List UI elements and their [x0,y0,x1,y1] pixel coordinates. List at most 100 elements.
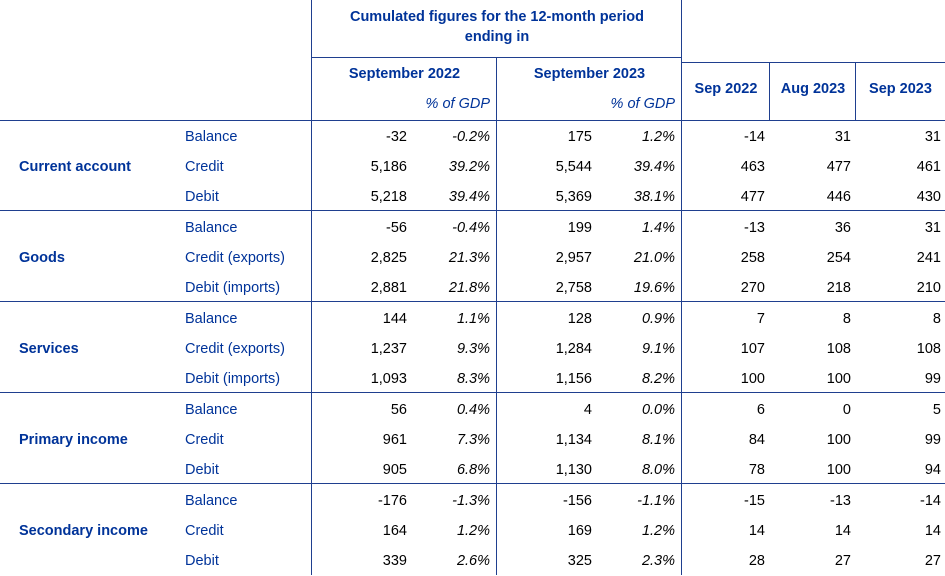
pct-gdp-sep2023: 8.0% [641,462,675,478]
pct-gdp-sep2022: 0.4% [456,402,490,418]
row-label: Balance [185,220,238,236]
value-sep2023: 2,957 [555,250,592,266]
column-divider [681,120,682,575]
value-sep2023: 5,369 [555,189,592,205]
value-month-aug2023: 31 [834,129,851,145]
group-separator [0,120,945,121]
value-sep2022: 905 [382,462,407,478]
value-month-sep2023: 461 [916,159,941,175]
value-sep2023: 169 [567,523,592,539]
group-separator [0,301,945,302]
group-separator [0,210,945,211]
header-divider [496,57,497,120]
table-row: Debit 339 2.6% 325 2.3% 28 27 27 [0,546,945,576]
value-month-aug2023: 14 [834,523,851,539]
pct-gdp-label-1: % of GDP [425,96,490,112]
value-month-aug2023: 446 [826,189,851,205]
value-sep2023: 325 [567,553,592,569]
value-month-sep2022: -13 [744,220,765,236]
row-label: Credit [185,523,224,539]
value-sep2023: 5,544 [555,159,592,175]
value-month-aug2023: 477 [826,159,851,175]
row-label: Balance [185,493,238,509]
row-label: Balance [185,402,238,418]
pct-gdp-sep2022: 1.1% [456,311,490,327]
value-month-sep2022: 270 [740,280,765,296]
value-sep2022: -32 [386,129,407,145]
group-name: Goods [19,250,65,266]
table-row: Balance -56 -0.4% 199 1.4% -13 36 31 [0,213,945,243]
row-label: Credit (exports) [185,250,285,266]
value-month-aug2023: 100 [826,462,851,478]
pct-gdp-sep2022: 7.3% [456,432,490,448]
value-month-aug2023: 27 [834,553,851,569]
value-month-sep2023: 31 [924,129,941,145]
value-sep2023: 175 [567,129,592,145]
table-row: Credit 164 1.2% 169 1.2% 14 14 14 [0,516,945,546]
value-sep2023: 199 [567,220,592,236]
group-name: Current account [19,159,131,175]
column-divider [311,120,312,575]
value-month-sep2023: 99 [924,432,941,448]
value-month-sep2023: 241 [916,250,941,266]
cumulated-header-line1: Cumulated figures for the 12-month perio… [349,9,645,25]
pct-gdp-sep2023: 0.0% [641,402,675,418]
value-month-aug2023: 0 [842,402,851,418]
pct-gdp-sep2023: 9.1% [641,341,675,357]
value-month-sep2022: -14 [744,129,765,145]
table-row: Balance 144 1.1% 128 0.9% 7 8 8 [0,304,945,334]
pct-gdp-sep2023: 1.2% [641,129,675,145]
value-sep2022: 144 [382,311,407,327]
value-month-sep2022: 84 [748,432,765,448]
value-month-sep2022: 28 [748,553,765,569]
row-label: Credit [185,159,224,175]
pct-gdp-sep2022: 39.4% [448,189,490,205]
pct-gdp-sep2022: 6.8% [456,462,490,478]
header-divider [855,62,856,120]
value-month-sep2023: 99 [924,371,941,387]
value-sep2022: 2,881 [370,280,407,296]
row-label: Debit [185,553,219,569]
group-name: Services [19,341,79,357]
pct-gdp-sep2023: 8.1% [641,432,675,448]
value-month-aug2023: 218 [826,280,851,296]
value-sep2023: 2,758 [555,280,592,296]
pct-gdp-sep2023: 1.2% [641,523,675,539]
pct-gdp-sep2022: 8.3% [456,371,490,387]
row-label: Balance [185,311,238,327]
value-sep2022: 56 [390,402,407,418]
table-row: Balance 56 0.4% 4 0.0% 6 0 5 [0,395,945,425]
pct-gdp-sep2023: -1.1% [637,493,675,509]
value-month-sep2022: 477 [740,189,765,205]
value-sep2023: 1,284 [555,341,592,357]
table-row: Credit 5,186 39.2% 5,544 39.4% 463 477 461 [0,152,945,182]
value-month-aug2023: 100 [826,432,851,448]
value-month-sep2022: 463 [740,159,765,175]
pct-gdp-sep2023: 0.9% [641,311,675,327]
value-month-sep2022: 258 [740,250,765,266]
value-sep2022: 1,237 [370,341,407,357]
table-row: Credit 961 7.3% 1,134 8.1% 84 100 99 [0,425,945,455]
value-sep2022: -176 [377,493,407,509]
value-sep2022: 961 [382,432,407,448]
header-divider [311,0,312,120]
value-month-sep2022: 14 [748,523,765,539]
value-month-sep2023: 5 [932,402,941,418]
value-month-aug2023: 100 [826,371,851,387]
value-month-sep2022: 107 [740,341,765,357]
value-sep2023: 128 [567,311,592,327]
value-sep2023: 1,134 [555,432,592,448]
group-name: Primary income [19,432,128,448]
value-month-aug2023: 108 [826,341,851,357]
table-row: Debit (imports) 1,093 8.3% 1,156 8.2% 100 100 9… [0,364,945,394]
pct-gdp-sep2022: 2.6% [456,553,490,569]
group-name: Secondary income [19,523,148,539]
month-header-sep2022: Sep 2022 [694,81,758,97]
value-sep2022: 1,093 [370,371,407,387]
group-separator [0,483,945,484]
pct-gdp-sep2022: 39.2% [448,159,490,175]
table-row: Debit 5,218 39.4% 5,369 38.1% 477 446 430 [0,182,945,212]
header-divider [681,0,682,120]
value-month-aug2023: 8 [842,311,851,327]
pct-gdp-sep2022: -0.4% [452,220,490,236]
